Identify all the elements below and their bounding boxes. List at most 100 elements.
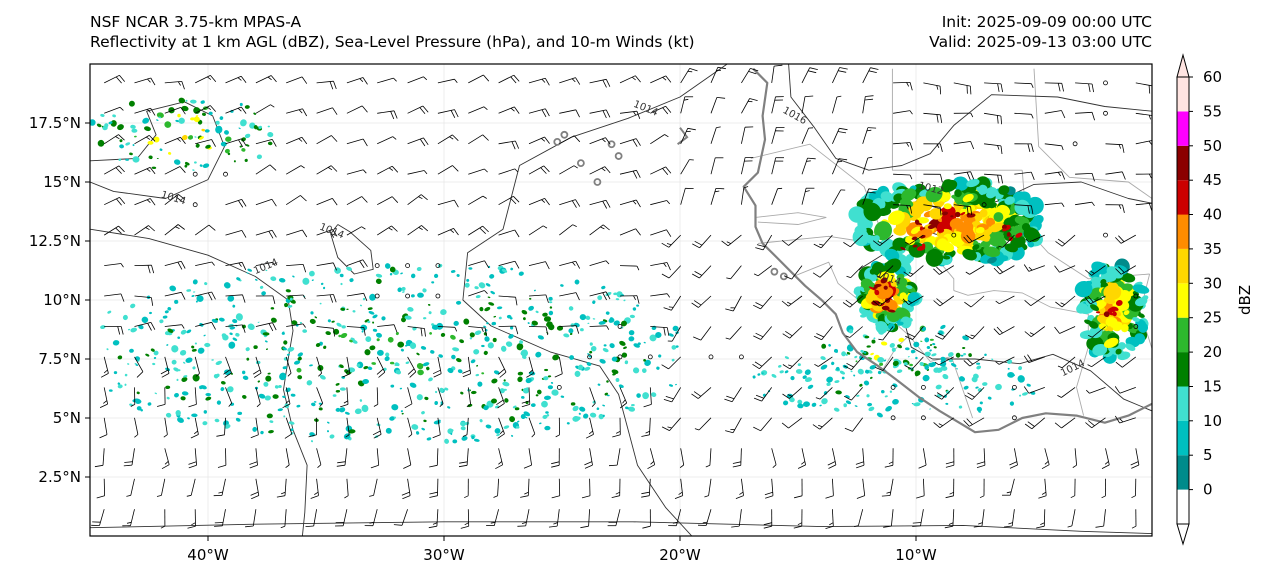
reflectivity-cell	[888, 210, 905, 226]
reflectivity-cell	[869, 364, 877, 370]
reflectivity-cell	[544, 425, 551, 431]
reflectivity-cell	[192, 279, 198, 285]
init-time: Init: 2025-09-09 00:00 UTC	[941, 13, 1152, 31]
reflectivity-cell	[149, 311, 152, 315]
reflectivity-cell	[883, 359, 887, 362]
wind-barb	[941, 387, 955, 400]
wind-barb-flag	[1057, 238, 1066, 245]
reflectivity-cell	[181, 105, 189, 112]
reflectivity-cell	[267, 141, 273, 146]
reflectivity-cell	[925, 248, 944, 267]
wind-barb	[528, 417, 536, 434]
wind-barb-flag	[460, 525, 469, 529]
wind-barb-flag	[99, 403, 108, 408]
reflectivity-cell	[609, 317, 614, 322]
reflectivity-cell	[166, 396, 170, 400]
wind-barb	[761, 387, 773, 402]
reflectivity-cell	[848, 329, 854, 334]
wind-barb-flag	[302, 229, 308, 238]
reflectivity-cell	[1132, 316, 1140, 322]
wind-barb-flag	[423, 170, 428, 175]
wind-barb	[1120, 265, 1137, 275]
reflectivity-cell	[493, 315, 497, 318]
reflectivity-cell	[928, 362, 933, 367]
wind-barb-flag	[151, 265, 155, 274]
reflectivity-cell	[362, 378, 369, 385]
wind-barb	[1044, 171, 1062, 175]
wind-barb-flag	[223, 369, 231, 375]
reflectivity-cell	[416, 352, 420, 356]
reflectivity-cell	[876, 286, 894, 300]
reflectivity-cell	[325, 331, 331, 336]
wind-barb-flag	[462, 373, 471, 378]
wind-barb	[1120, 234, 1136, 244]
wind-barb-flag	[466, 403, 471, 408]
island	[770, 267, 779, 276]
calm-wind	[617, 354, 623, 360]
wind-barb-flag	[554, 373, 563, 378]
reflectivity-cell	[496, 433, 501, 437]
reflectivity-cell	[550, 381, 554, 384]
wind-barb-flag	[645, 430, 650, 434]
reflectivity-cell	[245, 347, 250, 352]
reflectivity-cell	[158, 116, 162, 119]
reflectivity-cell	[597, 383, 601, 386]
wind-barb-flag	[361, 196, 368, 203]
reflectivity-cell	[929, 408, 932, 410]
wind-barb-flag	[963, 360, 971, 367]
wind-barb-flag	[1054, 326, 1060, 334]
wind-barb-flag	[332, 198, 338, 206]
wind-barb-flag	[602, 201, 608, 209]
wind-barb-flag	[939, 207, 942, 216]
wind-barb	[377, 324, 395, 327]
wind-barb	[316, 448, 322, 465]
wind-barb	[99, 509, 105, 526]
reflectivity-cell	[601, 285, 606, 290]
wind-barb-flag	[454, 327, 458, 332]
reflectivity-cell	[135, 364, 139, 366]
wind-barb-flag	[872, 300, 880, 307]
wind-barb-flag	[797, 522, 803, 526]
wind-barb-flag	[995, 361, 1000, 365]
wind-barb-flag	[909, 142, 913, 151]
reflectivity-cell	[520, 414, 526, 419]
wind-barb	[849, 295, 863, 308]
wind-barb-flag	[666, 262, 671, 271]
wind-barb-flag	[787, 301, 792, 305]
colorbar-segment	[1177, 180, 1189, 215]
wind-barb-flag	[250, 434, 259, 439]
reflectivity-cell	[345, 411, 350, 415]
reflectivity-cell	[438, 354, 444, 358]
wind-barb-flag	[825, 495, 834, 499]
reflectivity-cell	[435, 390, 438, 394]
wind-barb-flag	[186, 494, 192, 497]
reflectivity-cell	[592, 300, 596, 304]
reflectivity-cell	[464, 282, 470, 288]
reflectivity-cell	[423, 317, 427, 320]
wind-barb-flag	[423, 137, 429, 146]
reflectivity-cell	[468, 267, 473, 270]
wind-barb	[134, 198, 151, 206]
reflectivity-core	[874, 289, 880, 296]
reflectivity-cell	[145, 353, 150, 357]
wind-barb-flag	[401, 491, 410, 496]
calm-wind	[1103, 232, 1108, 238]
reflectivity-cell	[119, 139, 123, 143]
wind-barb-flag	[149, 167, 156, 175]
wind-barb	[911, 356, 924, 370]
reflectivity-cell	[320, 282, 324, 286]
reflectivity-cell	[113, 371, 118, 375]
wind-barb-flag	[753, 273, 759, 277]
wind-barb	[1075, 82, 1093, 85]
wind-barb	[558, 356, 563, 374]
wind-barb-flag	[1009, 464, 1018, 469]
wind-barb-flag	[177, 224, 185, 230]
reflectivity-cell	[880, 191, 894, 203]
wind-barb	[134, 135, 150, 145]
reflectivity-cell	[603, 344, 607, 347]
reflectivity-cell	[834, 350, 838, 353]
wind-barb-flag	[580, 525, 589, 529]
wind-barb-flag	[422, 105, 429, 113]
reflectivity-cell	[100, 325, 106, 330]
reflectivity-cell	[117, 382, 121, 385]
